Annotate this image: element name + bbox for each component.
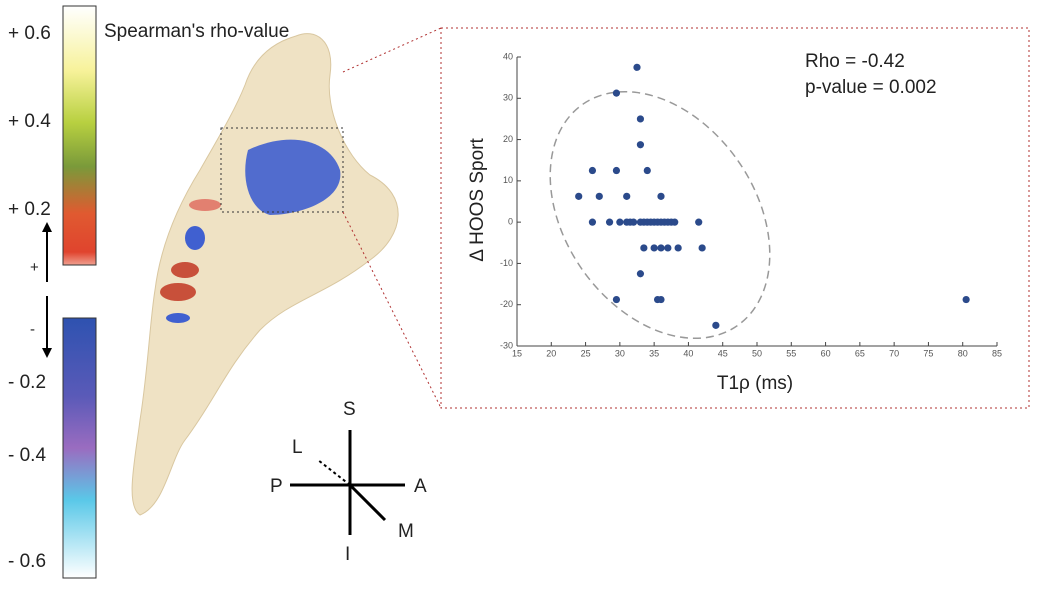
colorbar-label: + 0.6 bbox=[8, 23, 51, 44]
colorbar-positive bbox=[62, 5, 97, 266]
y-tick-label: -30 bbox=[500, 340, 513, 350]
panel-border bbox=[440, 27, 1030, 409]
point bbox=[657, 244, 665, 252]
point bbox=[588, 166, 597, 175]
point bbox=[674, 244, 682, 252]
x-tick-label: 35 bbox=[649, 348, 659, 358]
colorbar-label: + bbox=[30, 259, 39, 276]
compass-label: I bbox=[345, 544, 350, 565]
colorbar-label: - 0.6 bbox=[8, 551, 46, 572]
colorbar-label: - 0.4 bbox=[8, 445, 46, 466]
annotation: Rho = -0.42 bbox=[805, 51, 905, 72]
x-tick-label: 30 bbox=[615, 348, 625, 358]
colorbar-label: + 0.2 bbox=[8, 199, 51, 220]
x-tick-label: 70 bbox=[889, 348, 899, 358]
y-tick-label: 20 bbox=[503, 134, 513, 144]
zoom-box bbox=[220, 127, 344, 213]
point bbox=[657, 295, 665, 304]
annotation: p-value = 0.002 bbox=[805, 77, 937, 98]
colorbar-negative bbox=[62, 317, 97, 579]
point bbox=[695, 218, 703, 226]
x-tick-label: 55 bbox=[786, 348, 796, 358]
x-tick-label: 50 bbox=[752, 348, 762, 358]
x-tick-label: 80 bbox=[958, 348, 968, 358]
point bbox=[657, 192, 665, 200]
point bbox=[712, 321, 720, 329]
x-tick-label: 65 bbox=[855, 348, 865, 358]
x-axis-label: T1ρ (ms) bbox=[717, 373, 793, 394]
zoom-line bbox=[342, 211, 442, 409]
blob bbox=[245, 139, 341, 215]
x-tick-label: 20 bbox=[546, 348, 556, 358]
point bbox=[595, 192, 603, 200]
compass-label: L bbox=[292, 437, 303, 458]
x-tick-label: 85 bbox=[992, 348, 1002, 358]
point bbox=[636, 270, 645, 278]
y-axis-label: Δ HOOS Sport bbox=[467, 138, 488, 262]
point bbox=[636, 141, 645, 149]
x-tick-label: 75 bbox=[923, 348, 933, 358]
point bbox=[671, 218, 679, 226]
point bbox=[962, 295, 970, 304]
blob bbox=[189, 199, 221, 211]
zoom-line bbox=[342, 27, 442, 73]
y-tick-label: 10 bbox=[503, 175, 513, 185]
x-tick-label: 25 bbox=[581, 348, 591, 358]
point bbox=[640, 244, 648, 252]
point bbox=[698, 244, 706, 252]
point bbox=[616, 218, 624, 226]
point bbox=[643, 166, 651, 175]
y-tick-label: 40 bbox=[503, 51, 513, 61]
arrow-head bbox=[42, 348, 52, 358]
blob bbox=[166, 313, 190, 323]
colorbar-label: + 0.4 bbox=[8, 111, 51, 132]
point bbox=[650, 244, 658, 252]
colorbar-label: - bbox=[30, 321, 35, 338]
compass bbox=[290, 430, 405, 535]
bone bbox=[131, 33, 399, 516]
arrow-head bbox=[42, 222, 52, 232]
colorbar-label: - 0.2 bbox=[8, 372, 46, 393]
point bbox=[605, 218, 614, 226]
compass-label: P bbox=[270, 476, 283, 497]
point bbox=[588, 218, 597, 226]
confidence-ellipse bbox=[549, 90, 771, 340]
point bbox=[664, 244, 672, 252]
x-tick-label: 15 bbox=[512, 348, 522, 358]
compass-label: M bbox=[398, 521, 414, 542]
point bbox=[629, 218, 638, 226]
x-tick-label: 45 bbox=[718, 348, 728, 358]
blob bbox=[171, 262, 199, 278]
x-tick-label: 40 bbox=[683, 348, 693, 358]
point bbox=[612, 166, 621, 175]
point bbox=[612, 295, 621, 304]
colorbar-title: Spearman's rho-value bbox=[104, 21, 289, 42]
y-tick-label: 0 bbox=[508, 217, 513, 227]
x-tick-label: 60 bbox=[821, 348, 831, 358]
point bbox=[623, 192, 631, 200]
point bbox=[612, 89, 621, 97]
point bbox=[636, 115, 645, 123]
compass-label: A bbox=[414, 476, 427, 497]
point bbox=[575, 192, 583, 200]
point bbox=[633, 63, 641, 71]
compass-label: S bbox=[343, 399, 356, 420]
blob bbox=[160, 283, 196, 301]
y-tick-label: 30 bbox=[503, 93, 513, 103]
y-tick-label: -20 bbox=[500, 299, 513, 309]
y-tick-label: -10 bbox=[500, 258, 513, 268]
blob bbox=[185, 226, 205, 250]
